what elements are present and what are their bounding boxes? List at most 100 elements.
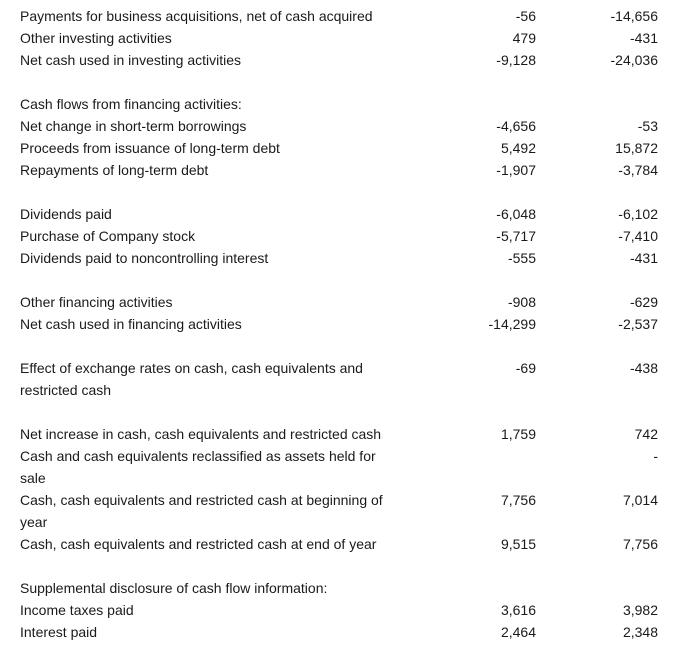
row-label-line: Cash, cash equivalents and restricted ca… [20,492,383,508]
row-label-line: Net change in short-term borrowings [20,118,247,134]
table-row: Cash, cash equivalents and restricted ca… [0,489,696,533]
row-label-line: Cash, cash equivalents and restricted ca… [20,536,377,552]
table-row: Interest paid 2,464 2,348 [0,621,696,643]
row-label: Proceeds from issuance of long-term debt [20,137,280,159]
row-label: Interest paid [20,621,97,643]
value-column-1: -5,717 [496,228,536,244]
blank-row [0,335,696,357]
value-column-2: -3,784 [618,162,658,178]
table-row: Supplemental disclosure of cash flow inf… [0,577,696,599]
cash-flow-statement: Payments for business acquisitions, net … [0,5,696,643]
table-row: Payments for business acquisitions, net … [0,5,696,27]
row-label-line: Other investing activities [20,30,172,46]
table-row: Effect of exchange rates on cash, cash e… [0,357,696,401]
blank-row [0,555,696,577]
value-column-2: -14,656 [610,8,658,24]
table-row: Proceeds from issuance of long-term debt… [0,137,696,159]
value-column-2: 742 [634,426,658,442]
row-label-line: Dividends paid to noncontrolling interes… [20,250,269,266]
row-label-line: Interest paid [20,624,98,640]
value-column-1: 1,759 [500,426,536,442]
table-row: Cash flows from financing activities: [0,93,696,115]
value-column-2: - [653,448,658,464]
row-label: Income taxes paid [20,599,134,621]
row-label: Net increase in cash, cash equivalents a… [20,423,381,445]
row-label-line: Cash flows from financing activities: [20,96,242,112]
blank-row [0,71,696,93]
row-label-line: year [20,514,48,530]
value-column-1: 5,492 [500,140,536,156]
value-column-2: -53 [637,118,658,134]
row-label-line: Effect of exchange rates on cash, cash e… [20,360,363,376]
row-label: Payments for business acquisitions, net … [20,5,373,27]
row-label: Dividends paid [20,203,112,225]
value-column-1: -56 [515,8,536,24]
row-label-line: Repayments of long-term debt [20,162,209,178]
value-column-2: 3,982 [622,602,658,618]
table-row: Cash, cash equivalents and restricted ca… [0,533,696,555]
value-column-1: -4,656 [496,118,536,134]
table-row: Net cash used in financing activities -14… [0,313,696,335]
table-row: Dividends paid to noncontrolling interes… [0,247,696,269]
value-column-1: 7,756 [500,492,536,508]
table-row: Other financing activities -908 -629 [0,291,696,313]
value-column-1: -69 [515,360,536,376]
value-column-1: 2,464 [500,624,536,640]
row-label: Cash flows from financing activities: [20,93,242,115]
row-label: Other investing activities [20,27,172,49]
row-label: Cash and cash equivalents reclassified a… [20,445,376,489]
row-label: Cash, cash equivalents and restricted ca… [20,489,383,533]
value-column-2: 7,014 [622,492,658,508]
table-row: Net change in short-term borrowings -4,65… [0,115,696,137]
value-column-1: -908 [507,294,536,310]
value-column-2: -2,537 [618,316,658,332]
table-row: Purchase of Company stock -5,717 -7,410 [0,225,696,247]
value-column-2: -438 [629,360,658,376]
value-column-1: -1,907 [496,162,536,178]
row-label: Repayments of long-term debt [20,159,208,181]
row-label-line: sale [20,470,46,486]
value-column-1: -14,299 [488,316,536,332]
value-column-2: 2,348 [622,624,658,640]
table-row: Net increase in cash, cash equivalents a… [0,423,696,445]
row-label-line: Proceeds from issuance of long-term debt [20,140,280,156]
value-column-2: 15,872 [615,140,658,156]
row-label-line: Net increase in cash, cash equivalents a… [20,426,382,442]
table-row: Cash and cash equivalents reclassified a… [0,445,696,489]
table-row: Dividends paid -6,048 -6,102 [0,203,696,225]
value-column-1: -6,048 [496,206,536,222]
row-label: Cash, cash equivalents and restricted ca… [20,533,376,555]
table-row: Other investing activities 479 -431 [0,27,696,49]
blank-row [0,401,696,423]
row-label: Dividends paid to noncontrolling interes… [20,247,268,269]
row-label: Supplemental disclosure of cash flow inf… [20,577,327,599]
row-label: Net change in short-term borrowings [20,115,246,137]
blank-row [0,181,696,203]
row-label-line: Cash and cash equivalents reclassified a… [20,448,376,464]
row-label: Net cash used in financing activities [20,313,242,335]
row-label-line: Net cash used in investing activities [20,52,241,68]
row-label-line: Purchase of Company stock [20,228,196,244]
row-label: Purchase of Company stock [20,225,195,247]
value-column-1: 9,515 [500,536,536,552]
value-column-2: 7,756 [622,536,658,552]
value-column-1: -555 [507,250,536,266]
table-row: Net cash used in investing activities -9,… [0,49,696,71]
value-column-1: -9,128 [496,52,536,68]
row-label: Net cash used in investing activities [20,49,241,71]
row-label-line: restricted cash [20,382,112,398]
row-label: Effect of exchange rates on cash, cash e… [20,357,363,401]
table-row: Repayments of long-term debt -1,907 -3,784 [0,159,696,181]
table-row: Income taxes paid 3,616 3,982 [0,599,696,621]
row-label-line: Net cash used in financing activities [20,316,242,332]
value-column-2: -7,410 [618,228,658,244]
value-column-2: -431 [629,30,658,46]
row-label-line: Income taxes paid [20,602,134,618]
value-column-2: -629 [629,294,658,310]
value-column-1: 479 [512,30,536,46]
value-column-2: -431 [629,250,658,266]
row-label-line: Other financing activities [20,294,173,310]
row-label-line: Payments for business acquisitions, net … [20,8,373,24]
value-column-2: -6,102 [618,206,658,222]
value-column-2: -24,036 [610,52,658,68]
